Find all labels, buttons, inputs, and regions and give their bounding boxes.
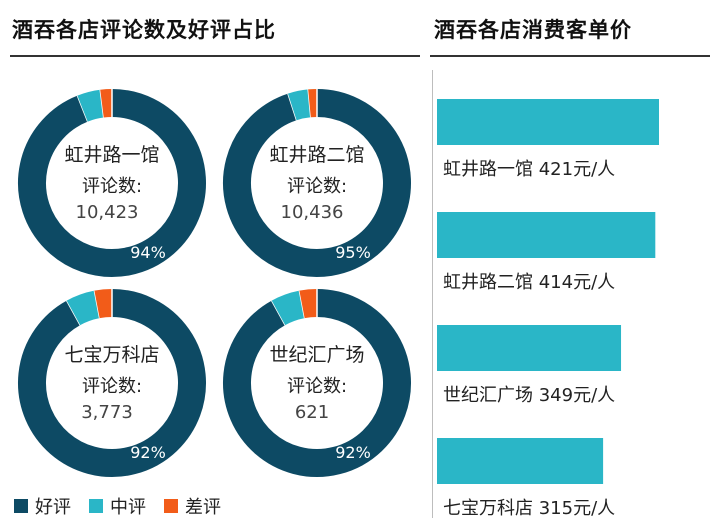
- donut-4-count-label: 评论数:: [287, 376, 347, 397]
- donut-4-review-count: 621: [295, 402, 329, 423]
- donut-4-slice-good: [223, 289, 411, 477]
- donut-2-count-label: 评论数:: [287, 176, 347, 197]
- donut-2-slice-good: [223, 89, 411, 277]
- bar-panel-title: 酒吞各店消费客单价: [434, 18, 632, 42]
- bar-1: [437, 99, 659, 145]
- donut-3-store-name: 七宝万科店: [64, 344, 159, 366]
- bar-axis-line: [432, 70, 433, 518]
- donut-3-slice-good: [18, 289, 206, 477]
- donut-1-slice-good: [18, 89, 206, 277]
- bar-3-label: 世纪汇广场 349元/人: [443, 385, 615, 406]
- donut-3-good-pct: 92%: [130, 443, 166, 462]
- donut-4-slice-mid: [271, 290, 306, 326]
- donut-4-store-name: 世纪汇广场: [269, 344, 364, 366]
- bar-4: [437, 438, 604, 484]
- bar-2: [437, 212, 656, 258]
- bar-1-label: 虹井路一馆 421元/人: [443, 159, 615, 180]
- legend-mid: 中评: [89, 493, 146, 519]
- bar-3: [437, 325, 622, 371]
- legend-good: 好评: [14, 493, 71, 519]
- donut-1-slice-mid: [77, 89, 105, 122]
- donut-2-good-pct: 95%: [335, 243, 371, 262]
- donut-panel-title: 酒吞各店评论数及好评占比: [12, 18, 276, 42]
- donut-3-count-label: 评论数:: [82, 376, 142, 397]
- donut-1-review-count: 10,423: [76, 202, 139, 223]
- donut-1-store-name: 虹井路一馆: [64, 144, 159, 166]
- donut-panel-rule: [10, 55, 420, 57]
- donut-2-separator-mid: [307, 89, 312, 118]
- donut-4-good-pct: 92%: [335, 443, 371, 462]
- donut-2-slice-mid: [287, 89, 312, 121]
- donut-4-slice-bad: [299, 289, 318, 319]
- bar-4-label: 七宝万科店 315元/人: [443, 498, 615, 519]
- legend-mid-swatch: [89, 499, 103, 513]
- legend-good-label: 好评: [35, 497, 71, 518]
- donut-1-count-label: 评论数:: [82, 176, 142, 197]
- legend-bad: 差评: [164, 493, 221, 519]
- donut-2-review-count: 10,436: [281, 202, 344, 223]
- donut-1-slice-bad: [100, 89, 113, 118]
- bar-2-label: 虹井路二馆 414元/人: [443, 272, 615, 293]
- donut-legend: 好评 中评 差评: [14, 493, 239, 519]
- legend-mid-label: 中评: [110, 497, 146, 518]
- donut-2-store-name: 虹井路二馆: [269, 144, 364, 166]
- donut-3-review-count: 3,773: [81, 402, 133, 423]
- donut-3-slice-bad: [94, 289, 113, 319]
- donut-3-slice-mid: [66, 290, 101, 326]
- legend-bad-swatch: [164, 499, 178, 513]
- donut-1-good-pct: 94%: [130, 243, 166, 262]
- legend-good-swatch: [14, 499, 28, 513]
- bar-panel-rule: [430, 55, 710, 57]
- legend-bad-label: 差评: [185, 497, 221, 518]
